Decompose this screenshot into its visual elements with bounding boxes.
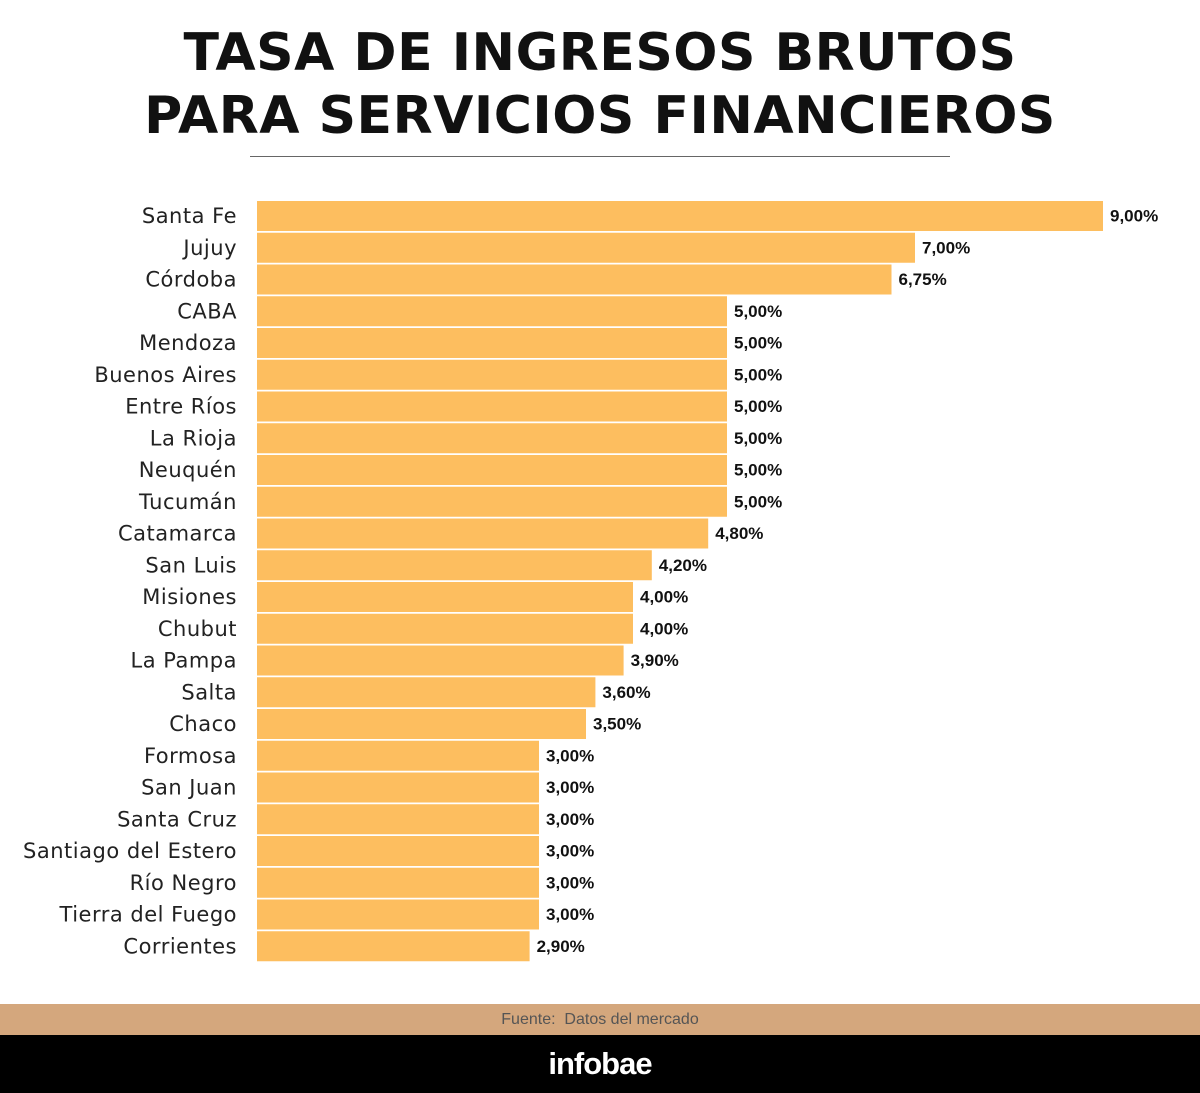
category-label-4: Mendoza — [139, 331, 237, 355]
category-label-12: Misiones — [142, 585, 237, 609]
category-label-5: Buenos Aires — [94, 363, 237, 387]
chart-title: TASA DE INGRESOS BRUTOS PARA SERVICIOS F… — [0, 22, 1200, 148]
bar-12 — [257, 582, 633, 612]
bar-2 — [257, 264, 892, 295]
category-label-16: Chaco — [169, 712, 237, 736]
bar-7 — [257, 423, 727, 454]
category-label-11: San Luis — [145, 553, 237, 577]
category-label-17: Formosa — [144, 744, 237, 768]
bar-16 — [257, 709, 586, 739]
category-label-14: La Pampa — [131, 649, 238, 673]
bar-0 — [257, 201, 1103, 231]
bars-group: Santa Fe 9,00% Jujuy 7,00% Córdoba 6,75% CABA 5… — [23, 201, 1158, 962]
category-label-8: Neuquén — [139, 458, 237, 482]
category-label-22: Tierra del Fuego — [59, 903, 237, 927]
category-label-10: Catamarca — [118, 522, 237, 546]
value-label-12: 4,00% — [640, 588, 688, 607]
value-label-22: 3,00% — [546, 905, 594, 924]
category-label-7: La Rioja — [150, 426, 237, 450]
bar-5 — [257, 359, 727, 390]
category-label-9: Tucumán — [138, 490, 237, 514]
bar-chart: Santa Fe 9,00% Jujuy 7,00% Córdoba 6,75% CABA 5… — [23, 201, 1158, 962]
category-label-23: Corrientes — [123, 934, 237, 958]
value-label-16: 3,50% — [593, 715, 641, 734]
bar-22 — [257, 899, 539, 930]
infobae-logo[interactable]: infobae — [548, 1046, 652, 1081]
value-label-18: 3,00% — [546, 778, 594, 797]
category-label-19: Santa Cruz — [117, 807, 237, 831]
category-label-15: Salta — [181, 680, 237, 704]
bar-3 — [257, 296, 727, 327]
value-label-21: 3,00% — [546, 873, 594, 892]
bar-1 — [257, 232, 915, 263]
title-divider — [250, 156, 950, 157]
bar-11 — [257, 550, 652, 581]
bar-15 — [257, 677, 596, 708]
category-label-20: Santiago del Estero — [23, 839, 237, 863]
value-label-19: 3,00% — [546, 810, 594, 829]
source-note: Fuente: Datos del mercado — [0, 1004, 1200, 1035]
value-label-11: 4,20% — [659, 556, 707, 575]
value-label-10: 4,80% — [715, 524, 763, 543]
value-label-6: 5,00% — [734, 397, 782, 416]
bar-17 — [257, 740, 539, 771]
bar-10 — [257, 518, 709, 549]
category-label-2: Córdoba — [145, 268, 237, 292]
category-label-13: Chubut — [158, 617, 237, 641]
bar-19 — [257, 804, 539, 835]
value-label-13: 4,00% — [640, 619, 688, 638]
value-label-0: 9,00% — [1110, 207, 1158, 226]
value-label-7: 5,00% — [734, 429, 782, 448]
bar-8 — [257, 455, 727, 485]
footer-bar: infobae — [0, 1035, 1200, 1093]
bar-21 — [257, 867, 539, 898]
category-label-0: Santa Fe — [142, 204, 237, 228]
value-label-20: 3,00% — [546, 842, 594, 861]
category-label-1: Jujuy — [181, 236, 237, 260]
value-label-23: 2,90% — [537, 937, 585, 956]
bar-14 — [257, 645, 624, 676]
bar-6 — [257, 391, 727, 422]
bar-23 — [257, 931, 530, 962]
bar-20 — [257, 836, 539, 866]
value-label-4: 5,00% — [734, 334, 782, 353]
bar-13 — [257, 613, 633, 644]
bar-9 — [257, 486, 727, 517]
value-label-17: 3,00% — [546, 746, 594, 765]
value-label-14: 3,90% — [631, 651, 679, 670]
value-label-8: 5,00% — [734, 461, 782, 480]
value-label-3: 5,00% — [734, 302, 782, 321]
chart-title-line-1: TASA DE INGRESOS BRUTOS — [183, 23, 1017, 83]
value-label-2: 6,75% — [899, 270, 947, 289]
category-label-3: CABA — [177, 299, 237, 323]
chart-title-line-2: PARA SERVICIOS FINANCIEROS — [144, 86, 1056, 146]
value-label-1: 7,00% — [922, 238, 970, 257]
value-label-5: 5,00% — [734, 365, 782, 384]
bar-18 — [257, 772, 539, 803]
value-label-15: 3,60% — [602, 683, 650, 702]
category-label-21: Río Negro — [130, 871, 237, 895]
category-label-18: San Juan — [141, 776, 237, 800]
bar-4 — [257, 328, 727, 358]
category-label-6: Entre Ríos — [125, 395, 237, 419]
value-label-9: 5,00% — [734, 492, 782, 511]
